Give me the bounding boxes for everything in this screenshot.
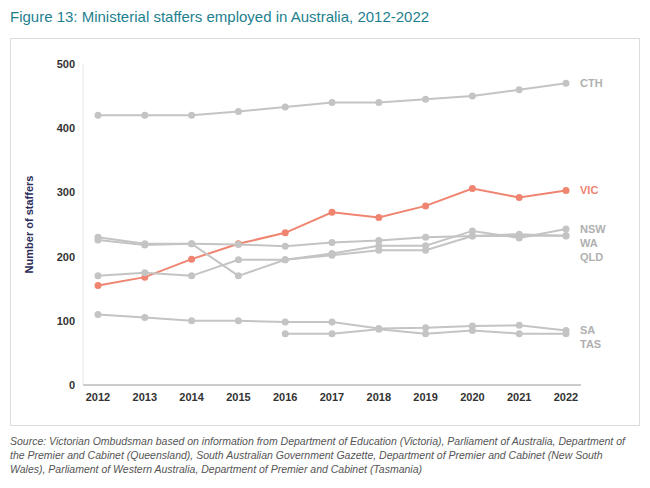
svg-text:0: 0 [69, 379, 75, 391]
svg-text:2015: 2015 [226, 391, 250, 403]
svg-text:TAS: TAS [580, 338, 601, 350]
svg-text:VIC: VIC [580, 184, 598, 196]
svg-text:200: 200 [57, 251, 75, 263]
svg-text:300: 300 [57, 186, 75, 198]
svg-text:2020: 2020 [460, 391, 484, 403]
html-text:Figure 13: Ministerial staffer: Figure 13: Ministerial staffers employed… [10, 8, 430, 25]
svg-text:2018: 2018 [367, 391, 391, 403]
html-text:Source: Victorian Ombudsman ba: Source: Victorian Ombudsman based on inf… [10, 435, 625, 475]
svg-text:CTH: CTH [580, 77, 603, 89]
svg-text:100: 100 [57, 315, 75, 327]
svg-text:500: 500 [57, 58, 75, 70]
svg-text:SA: SA [580, 324, 595, 336]
svg-text:2022: 2022 [554, 391, 578, 403]
svg-text:2013: 2013 [133, 391, 157, 403]
svg-text:400: 400 [57, 122, 75, 134]
svg-text:2019: 2019 [413, 391, 437, 403]
svg-text:2021: 2021 [507, 391, 531, 403]
svg-text:NSW: NSW [580, 223, 606, 235]
svg-text:2014: 2014 [179, 391, 204, 403]
svg-text:Number of staffers: Number of staffers [23, 176, 35, 274]
svg-text:2012: 2012 [86, 391, 110, 403]
svg-text:WA: WA [580, 237, 598, 249]
svg-text:2017: 2017 [320, 391, 344, 403]
svg-text:QLD: QLD [580, 251, 603, 263]
svg-text:2016: 2016 [273, 391, 297, 403]
